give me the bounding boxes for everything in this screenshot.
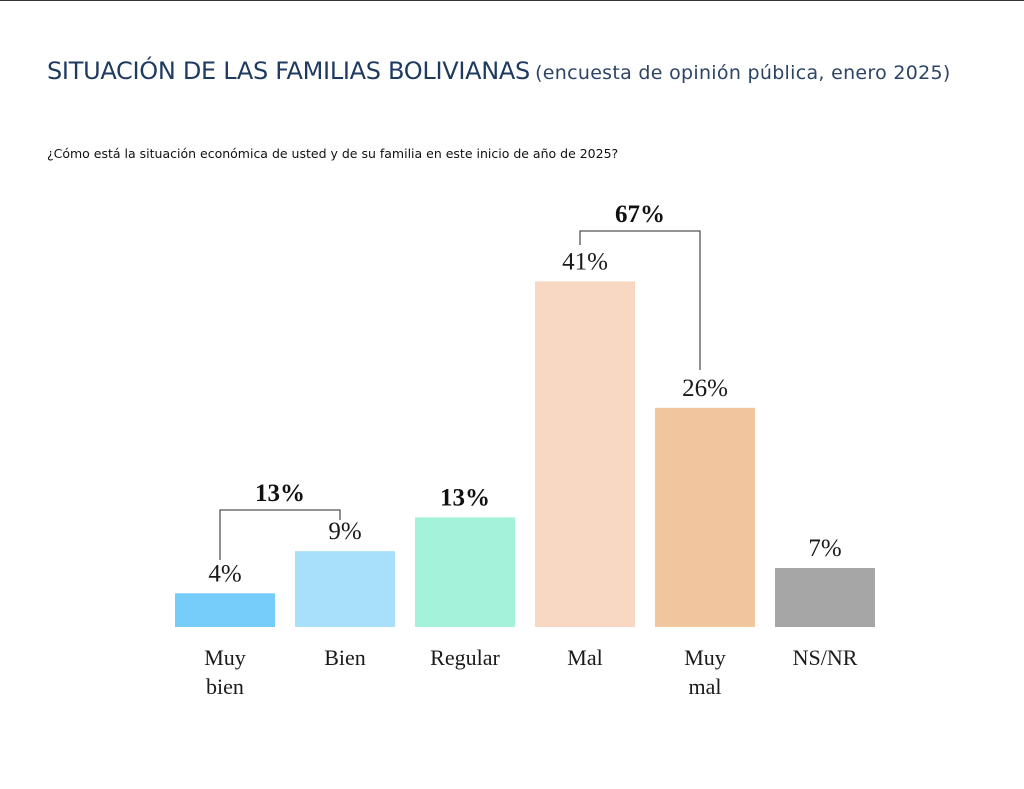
category-label: NS/NR [793, 645, 858, 670]
category-label: Bien [324, 645, 366, 670]
bar-value-label: 26% [682, 375, 728, 402]
group-bracket [579, 230, 701, 370]
category-label: Mal [567, 645, 602, 670]
group-total-label: 13% [255, 480, 305, 507]
bar-value-label: 7% [808, 535, 841, 562]
survey-question: ¿Cómo está la situación económica de ust… [47, 146, 619, 161]
bar [175, 593, 275, 627]
top-border [0, 0, 1024, 1]
bar [655, 407, 755, 627]
bar [295, 551, 395, 627]
bar-value-label: 13% [440, 484, 490, 511]
category-label: Muy [204, 645, 246, 670]
bar [775, 567, 875, 627]
bar-value-label: 41% [562, 248, 608, 275]
bar-value-label: 9% [328, 518, 361, 545]
chart-title: SITUACIÓN DE LAS FAMILIAS BOLIVIANAS (en… [47, 50, 987, 95]
title-subtitle: (encuesta de opinión pública, enero 2025… [535, 62, 951, 84]
category-label: bien [206, 674, 244, 699]
title-main: SITUACIÓN DE LAS FAMILIAS BOLIVIANAS [47, 57, 530, 85]
group-total-label: 67% [615, 201, 665, 228]
category-label: Regular [430, 645, 500, 670]
bar [415, 517, 515, 627]
category-label: mal [689, 674, 722, 699]
bar-value-label: 4% [208, 560, 241, 587]
bar [535, 281, 635, 627]
category-label: Muy [684, 645, 726, 670]
group-bracket [219, 509, 341, 560]
